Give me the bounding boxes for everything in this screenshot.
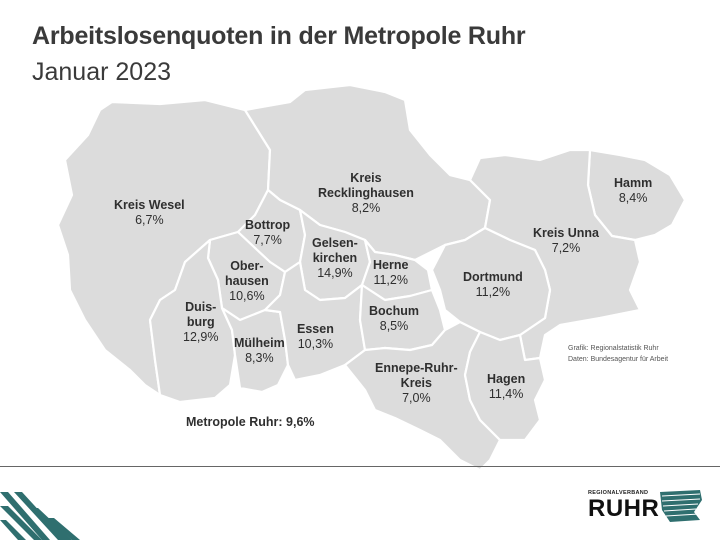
source-line-data: Daten: Bundesagentur für Arbeit [568,356,669,363]
label-muelheim: Mülheim 8,3% [234,336,285,366]
label-ennepe-line1: Ennepe-Ruhr- [375,361,458,375]
label-dortmund-value: 11,2% [475,285,511,299]
region-muelheim [220,306,290,394]
label-dortmund: Dortmund 11,2% [463,270,523,300]
label-kreis-unna-value: 7,2% [551,241,581,255]
label-herne-value: 11,2% [373,273,408,287]
label-hagen-name: Hagen [487,372,526,386]
label-bottrop-name: Bottrop [245,218,291,232]
label-kreis-wesel-value: 6,7% [135,213,164,227]
label-gelsenkirchen-value: 14,9% [317,266,353,280]
label-bochum-name: Bochum [369,304,419,318]
corner-stripes [0,492,80,540]
label-ennepe-line2: Kreis [400,376,432,390]
label-duisburg-line2: burg [186,315,215,329]
label-gelsenkirchen: Gelsen- kirchen 14,9% [312,236,358,281]
region-duisburg [148,238,237,404]
region-hagen [463,330,547,442]
label-kreis-recklinghausen: Kreis Recklinghausen 8,2% [318,171,414,216]
label-hagen-value: 11,4% [488,387,524,401]
label-herne: Herne 11,2% [373,258,408,288]
label-oberhausen-line1: Ober- [230,259,264,273]
label-ennepe-ruhr-kreis: Ennepe-Ruhr- Kreis 7,0% [375,361,458,406]
label-ennepe-value: 7,0% [402,391,431,405]
label-gelsenkirchen-line2: kirchen [312,251,358,265]
footer-divider [0,466,720,467]
label-oberhausen: Ober- hausen 10,6% [225,259,269,304]
label-recklinghausen-line2: Recklinghausen [318,186,414,200]
label-essen: Essen 10,3% [297,322,334,352]
label-recklinghausen-line1: Kreis [350,171,382,185]
source-note: Grafik: Regionalstatistik Ruhr Daten: Bu… [568,343,668,365]
label-gelsenkirchen-line1: Gelsen- [312,236,358,250]
logo-graphic [660,490,702,522]
label-kreis-unna-name: Kreis Unna [533,226,599,240]
label-duisburg: Duis- burg 12,9% [183,300,218,345]
region-dortmund [430,226,552,342]
label-kreis-wesel-name: Kreis Wesel [114,198,185,212]
label-oberhausen-line2: hausen [225,274,269,288]
regionalverband-ruhr-logo: REGIONALVERBAND RUHR [588,490,692,522]
label-hamm-value: 8,4% [618,191,648,205]
label-bottrop: Bottrop 7,7% [245,218,290,248]
label-dortmund-name: Dortmund [463,270,523,284]
label-kreis-wesel: Kreis Wesel 6,7% [114,198,185,228]
source-line-graphic: Grafik: Regionalstatistik Ruhr [568,345,659,352]
label-hagen: Hagen 11,4% [487,372,525,402]
label-muelheim-name: Mülheim [234,336,285,350]
label-essen-value: 10,3% [297,337,334,351]
label-essen-name: Essen [297,322,334,336]
label-kreis-unna: Kreis Unna 7,2% [533,226,599,256]
label-duisburg-line1: Duis- [185,300,217,314]
label-herne-name: Herne [373,258,409,272]
label-hamm-name: Hamm [614,176,653,190]
label-bottrop-value: 7,7% [253,233,282,247]
label-bochum-value: 8,5% [379,319,409,333]
metropole-total-value: 9,6% [286,415,315,429]
map-title: Arbeitslosenquoten in der Metropole Ruhr [32,22,526,50]
label-hamm: Hamm 8,4% [614,176,652,206]
logo-small-text: REGIONALVERBAND [588,490,649,496]
label-duisburg-value: 12,9% [183,330,219,344]
metropole-total-label: Metropole Ruhr: [186,415,283,429]
label-bochum: Bochum 8,5% [369,304,419,334]
label-muelheim-value: 8,3% [245,351,274,365]
map-subtitle: Januar 2023 [32,58,172,86]
metropole-total: Metropole Ruhr: 9,6% [186,415,315,429]
label-recklinghausen-value: 8,2% [351,201,381,215]
label-oberhausen-value: 10,6% [229,289,265,303]
logo-big-text: RUHR [588,495,660,522]
